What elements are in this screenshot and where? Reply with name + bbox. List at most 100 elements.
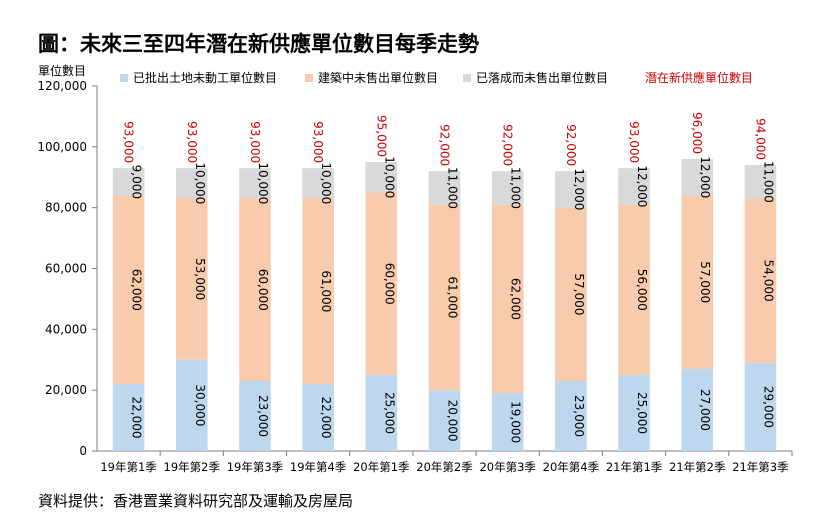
bar-segment [681, 159, 714, 196]
bar-segment [491, 171, 524, 205]
chart-title: 圖：未來三至四年潛在新供應單位數目每季走勢 [38, 32, 479, 56]
bar-segment [555, 381, 587, 451]
legend-label-total: 潛在新供應單位數目 [645, 70, 753, 85]
x-tick-label: 19年第4季 [290, 460, 347, 474]
bar-segment [428, 204, 461, 391]
bar-segment [239, 381, 271, 451]
x-tick-label: 20年第1季 [353, 460, 410, 474]
bar-segment [744, 362, 777, 451]
data-label: 9,000 [130, 165, 144, 199]
data-label: 29,000 [761, 386, 775, 428]
legend-label: 建築中未售出單位數目 [318, 70, 438, 85]
data-label: 61,000 [319, 270, 333, 312]
y-tick-label: 80,000 [45, 201, 87, 215]
data-label: 10,000 [319, 162, 333, 204]
total-label: 93,000 [311, 121, 325, 163]
total-label: 93,000 [627, 121, 641, 163]
total-label: 96,000 [690, 112, 704, 154]
x-tick-label: 21年第1季 [606, 460, 663, 474]
data-label: 57,000 [572, 273, 586, 315]
data-label: 12,000 [635, 165, 649, 207]
bar-segment [428, 171, 461, 205]
y-tick-label: 40,000 [45, 322, 87, 336]
bar-segment [491, 393, 524, 451]
data-label: 20,000 [446, 400, 460, 442]
data-label: 23,000 [256, 395, 270, 437]
data-label: 25,000 [635, 392, 649, 434]
x-tick-label: 21年第2季 [669, 460, 726, 474]
data-label: 62,000 [509, 278, 523, 320]
data-label: 10,000 [382, 156, 396, 198]
bar-segment [428, 390, 461, 451]
bar-segment [681, 368, 714, 451]
data-label: 22,000 [130, 397, 144, 439]
legend-swatch [463, 74, 471, 82]
y-tick-label: 60,000 [45, 262, 87, 276]
legend-swatch [305, 74, 313, 82]
x-tick-label: 20年第4季 [543, 460, 600, 474]
total-label: 92,000 [501, 124, 515, 166]
total-label: 95,000 [374, 115, 388, 157]
x-tick-label: 21年第3季 [732, 460, 789, 474]
data-label: 23,000 [572, 395, 586, 437]
bar-segment [618, 204, 650, 375]
bar-segment [302, 198, 334, 385]
bar-segment [175, 359, 208, 451]
data-label: 11,000 [446, 167, 460, 209]
bar-segment [744, 165, 777, 199]
data-label: 54,000 [761, 260, 775, 302]
y-tick-label: 0 [79, 444, 87, 458]
data-label: 22,000 [319, 397, 333, 439]
bar-segment [365, 374, 398, 451]
bar-segment [555, 171, 587, 208]
bar-segment [112, 168, 145, 196]
data-label: 19,000 [509, 401, 523, 443]
y-tick-label: 120,000 [37, 79, 87, 93]
bar-segment [112, 384, 145, 451]
data-label: 12,000 [572, 168, 586, 210]
total-label: 92,000 [438, 124, 452, 166]
y-tick-label: 100,000 [37, 140, 87, 154]
bar-segment [681, 195, 714, 369]
source-note: 資料提供：香港置業資料研究部及運輸及房屋局 [38, 492, 354, 510]
data-label: 62,000 [130, 269, 144, 311]
x-tick-label: 20年第2季 [416, 460, 473, 474]
total-label: 93,000 [248, 121, 262, 163]
total-label: 94,000 [753, 118, 767, 160]
data-label: 57,000 [698, 261, 712, 303]
x-tick-label: 19年第2季 [164, 460, 221, 474]
bar-segment [365, 162, 398, 193]
data-label: 27,000 [698, 389, 712, 431]
total-label: 93,000 [185, 121, 199, 163]
total-label: 93,000 [122, 121, 136, 163]
bar-segment [302, 168, 334, 199]
data-label: 53,000 [193, 258, 207, 300]
data-label: 11,000 [761, 161, 775, 203]
legend-label: 已批出土地未動工單位數目 [133, 70, 277, 85]
bar-segment [239, 198, 271, 382]
bar-segment [239, 168, 271, 199]
legend-label: 已落成而未售出單位數目 [476, 70, 608, 85]
legend-swatch [120, 74, 128, 82]
data-label: 11,000 [509, 167, 523, 209]
total-label: 92,000 [564, 124, 578, 166]
data-label: 30,000 [193, 384, 207, 426]
bar-segment [112, 195, 145, 385]
bar-segment [302, 384, 334, 451]
x-tick-label: 19年第3季 [227, 460, 284, 474]
bar-segment [618, 168, 650, 205]
data-label: 60,000 [256, 269, 270, 311]
data-label: 10,000 [256, 162, 270, 204]
bar-segment [491, 204, 524, 394]
y-axis-label: 單位數目 [38, 63, 86, 78]
bar-segment [744, 198, 777, 363]
data-label: 60,000 [382, 263, 396, 305]
bar-segment [555, 207, 587, 382]
x-tick-label: 19年第1季 [100, 460, 157, 474]
bar-segment [365, 192, 398, 375]
y-tick-label: 20,000 [45, 383, 87, 397]
bar-segment [175, 168, 208, 199]
data-label: 56,000 [635, 269, 649, 311]
bar-segment [618, 374, 650, 451]
